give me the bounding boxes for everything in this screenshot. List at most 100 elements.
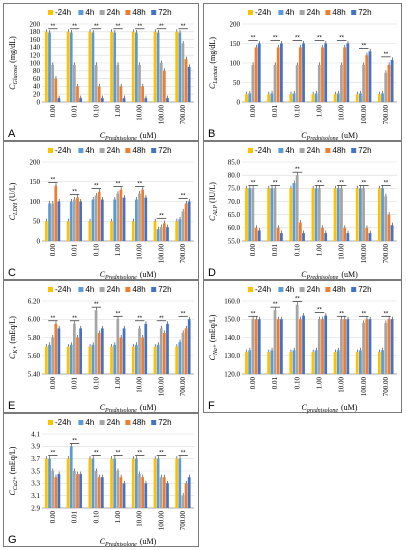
bar--24h-0 [45, 346, 48, 374]
panel-letter: B [208, 128, 215, 140]
bar-24h-6 [384, 322, 388, 374]
x-tick-label: 100.00 [157, 244, 165, 264]
bar-4h-3 [113, 344, 117, 374]
legend-swatch [351, 148, 357, 153]
significance-star: ** [72, 190, 77, 196]
bar-72h-2 [100, 98, 104, 102]
legend-swatch [248, 287, 253, 292]
legend-swatch [99, 287, 105, 292]
bar--24h-0 [45, 221, 48, 241]
bar-24h-3 [317, 319, 321, 374]
x-tick-label: 700.00 [179, 244, 187, 264]
bar-24h-6 [384, 72, 388, 102]
bar-24h-2 [295, 304, 299, 374]
y-tick-label: 70.0 [228, 198, 241, 206]
bar--24h-5 [153, 458, 157, 508]
bar-24h-5 [159, 477, 163, 508]
bar-4h-4 [336, 93, 340, 102]
significance-star: ** [317, 36, 322, 42]
legend-swatch [325, 287, 331, 292]
bar-24h-2 [94, 195, 98, 241]
bar-4h-0 [48, 344, 51, 374]
bar-4h-4 [135, 458, 138, 508]
legend-swatch [125, 10, 131, 15]
legend-swatch [151, 10, 157, 15]
x-axis-label-main: C [301, 131, 307, 140]
significance-star: ** [72, 438, 77, 444]
bar-48h-2 [298, 47, 302, 102]
bar-48h-0 [54, 477, 58, 508]
bar-72h-5 [166, 98, 169, 102]
bar--24h-1 [66, 458, 70, 508]
bar-48h-1 [276, 47, 280, 102]
significance-star: ** [384, 52, 389, 58]
y-tick-label: 50 [33, 218, 41, 226]
legend-label: -24h [255, 146, 271, 155]
x-tick-label: 1.00 [114, 511, 122, 524]
bar-48h-5 [365, 55, 369, 102]
bar--24h-5 [153, 346, 157, 374]
bar-48h-3 [119, 477, 123, 508]
bar--24h-6 [175, 458, 179, 508]
x-tick-label: 1.00 [316, 244, 324, 257]
bar-72h-4 [144, 323, 148, 374]
y-tick-label: 150 [230, 40, 241, 48]
bar-24h-0 [251, 188, 255, 241]
bar-72h-0 [257, 230, 261, 241]
bar-4h-6 [381, 188, 384, 241]
bar-48h-6 [184, 328, 188, 374]
bar--24h-3 [110, 346, 113, 374]
y-tick-label: 3.7 [31, 455, 40, 463]
legend-label: -24h [255, 8, 271, 17]
legend-swatch [299, 10, 305, 15]
bar-4h-5 [359, 93, 362, 102]
significance-star: ** [317, 180, 322, 186]
y-axis-label-main: C [8, 214, 17, 220]
panel-letter: G [8, 534, 17, 546]
bar--24h-6 [175, 31, 179, 102]
significance-star: ** [94, 184, 99, 190]
bar-4h-1 [270, 93, 274, 102]
significance-star: ** [339, 36, 344, 42]
x-axis-label-unit: (uM) [341, 270, 358, 279]
legend-swatch [325, 10, 331, 15]
x-axis-label: CPrednisolone (uM) [301, 131, 358, 142]
y-tick-label: 6.00 [28, 316, 41, 324]
bar--24h-2 [88, 458, 92, 508]
bar-4h-5 [359, 350, 362, 374]
x-axis-label-sub: Prednisolone [306, 136, 339, 142]
x-axis-label-unit: (uM) [341, 403, 358, 412]
legend-swatch [78, 420, 84, 425]
bar-72h-2 [100, 199, 104, 241]
y-tick-label: 140 [30, 44, 41, 52]
chart-panel-a: 0 20 40 60 80 100 120 140 160 180 200 ** 0.00 ** 0.01 *… [3, 3, 199, 142]
bar-72h-4 [144, 483, 148, 508]
bar-72h-2 [100, 328, 104, 374]
bar-48h-5 [162, 70, 166, 102]
bar-24h-2 [295, 64, 299, 102]
x-tick-label: 0.00 [49, 244, 57, 257]
significance-star: ** [181, 311, 186, 317]
bar-72h-6 [187, 477, 191, 508]
bar-48h-0 [54, 323, 58, 374]
bar-48h-6 [387, 64, 391, 102]
legend-swatch [351, 287, 357, 292]
x-tick-label: 10.00 [338, 105, 346, 121]
y-axis-label-main: C [8, 84, 17, 90]
y-tick-label: 75.0 [228, 185, 241, 193]
bar-72h-1 [79, 474, 82, 508]
bar--24h-5 [153, 31, 157, 102]
x-tick-label: 100.00 [360, 377, 368, 397]
bar-48h-0 [54, 78, 58, 102]
y-tick-label: 60 [33, 75, 41, 83]
legend-label: 48h [332, 146, 345, 155]
x-tick-label: 0.01 [71, 105, 79, 118]
x-tick-label: 0.00 [49, 105, 57, 118]
bar-72h-2 [100, 477, 104, 508]
x-tick-label: 0.10 [293, 377, 301, 390]
legend-label: 48h [132, 285, 145, 294]
bar--24h-2 [289, 94, 293, 102]
bar--24h-2 [88, 346, 92, 374]
x-axis-label-main: C [100, 270, 106, 279]
legend-swatch [78, 10, 84, 15]
